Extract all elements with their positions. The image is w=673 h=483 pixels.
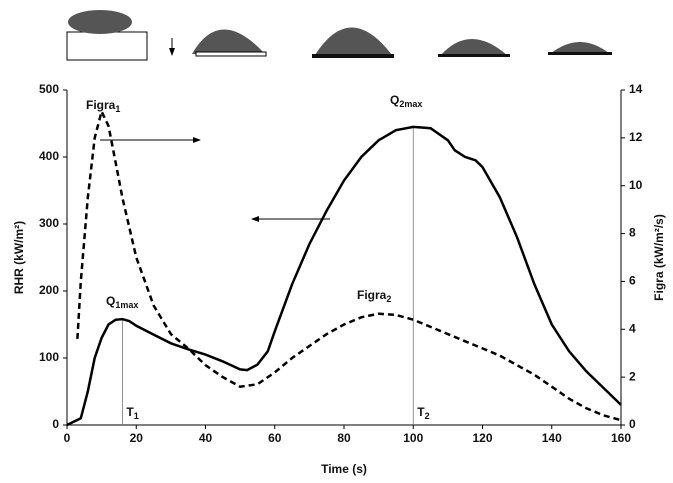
y-tick-label: 500 [39, 82, 59, 96]
y2-tick-label: 14 [629, 82, 643, 96]
sample-burning [315, 27, 392, 55]
sample-illustrations [66, 10, 612, 61]
x-tick-label: 140 [542, 431, 562, 445]
y2-tick-label: 8 [629, 226, 636, 240]
y2-tick-label: 0 [629, 417, 636, 431]
y-tick-label: 300 [39, 216, 59, 230]
x-tick-label: 40 [199, 431, 213, 445]
series-line [76, 107, 622, 422]
annotation: Q1max [106, 294, 138, 310]
annotation: Figra1 [86, 98, 120, 114]
sample-holder [312, 54, 394, 58]
sample-burning [550, 42, 610, 54]
annotation-sub: 1 [115, 104, 120, 114]
x-tick-label: 0 [64, 431, 71, 445]
marker-label: T1 [126, 405, 138, 421]
y2-tick-label: 4 [629, 321, 636, 335]
x-tick-label: 60 [268, 431, 282, 445]
marker-label: T2 [417, 405, 429, 421]
annotation-sub: 2 [386, 294, 391, 304]
sample-holder [195, 51, 267, 57]
sample-holder [66, 31, 148, 61]
sample-burning [192, 29, 265, 54]
annotation-main: Figra [357, 288, 387, 302]
y2-tick-label: 2 [629, 369, 636, 383]
y2-tick-label: 10 [629, 178, 643, 192]
annotation-sub: 2max [399, 99, 422, 109]
annotation-sub: 1max [115, 300, 138, 310]
marker-label-sub: 1 [134, 411, 139, 421]
marker-label-sub: 2 [425, 411, 430, 421]
y-axis-label: RHR (kW/m²) [12, 221, 26, 294]
y2-tick-label: 12 [629, 130, 643, 144]
y2-tick-label: 6 [629, 274, 636, 288]
y-tick-label: 400 [39, 149, 59, 163]
annotation-main: Q [390, 93, 399, 107]
y2-axis-label: Figra (kW/m²/s) [652, 214, 666, 301]
sample-holder [438, 54, 510, 57]
x-axis-label: Time (s) [321, 462, 367, 476]
series-line [66, 125, 622, 427]
x-tick-label: 100 [403, 431, 423, 445]
annotation-main: Figra [86, 98, 116, 112]
y-tick-label: 100 [39, 350, 59, 364]
annotation: Figra2 [357, 288, 391, 304]
annotation: Q2max [390, 93, 422, 109]
marker-label-main: T [126, 405, 134, 419]
y-tick-label: 0 [52, 417, 59, 431]
annotation-main: Q [106, 294, 115, 308]
x-tick-label: 80 [337, 431, 351, 445]
sample-burning [440, 39, 508, 56]
sample-burning [68, 10, 132, 34]
sample-holder [548, 52, 612, 55]
x-tick-label: 20 [130, 431, 144, 445]
x-tick-label: 160 [611, 431, 631, 445]
y-tick-label: 200 [39, 283, 59, 297]
marker-label-main: T [417, 405, 425, 419]
x-tick-label: 120 [472, 431, 492, 445]
